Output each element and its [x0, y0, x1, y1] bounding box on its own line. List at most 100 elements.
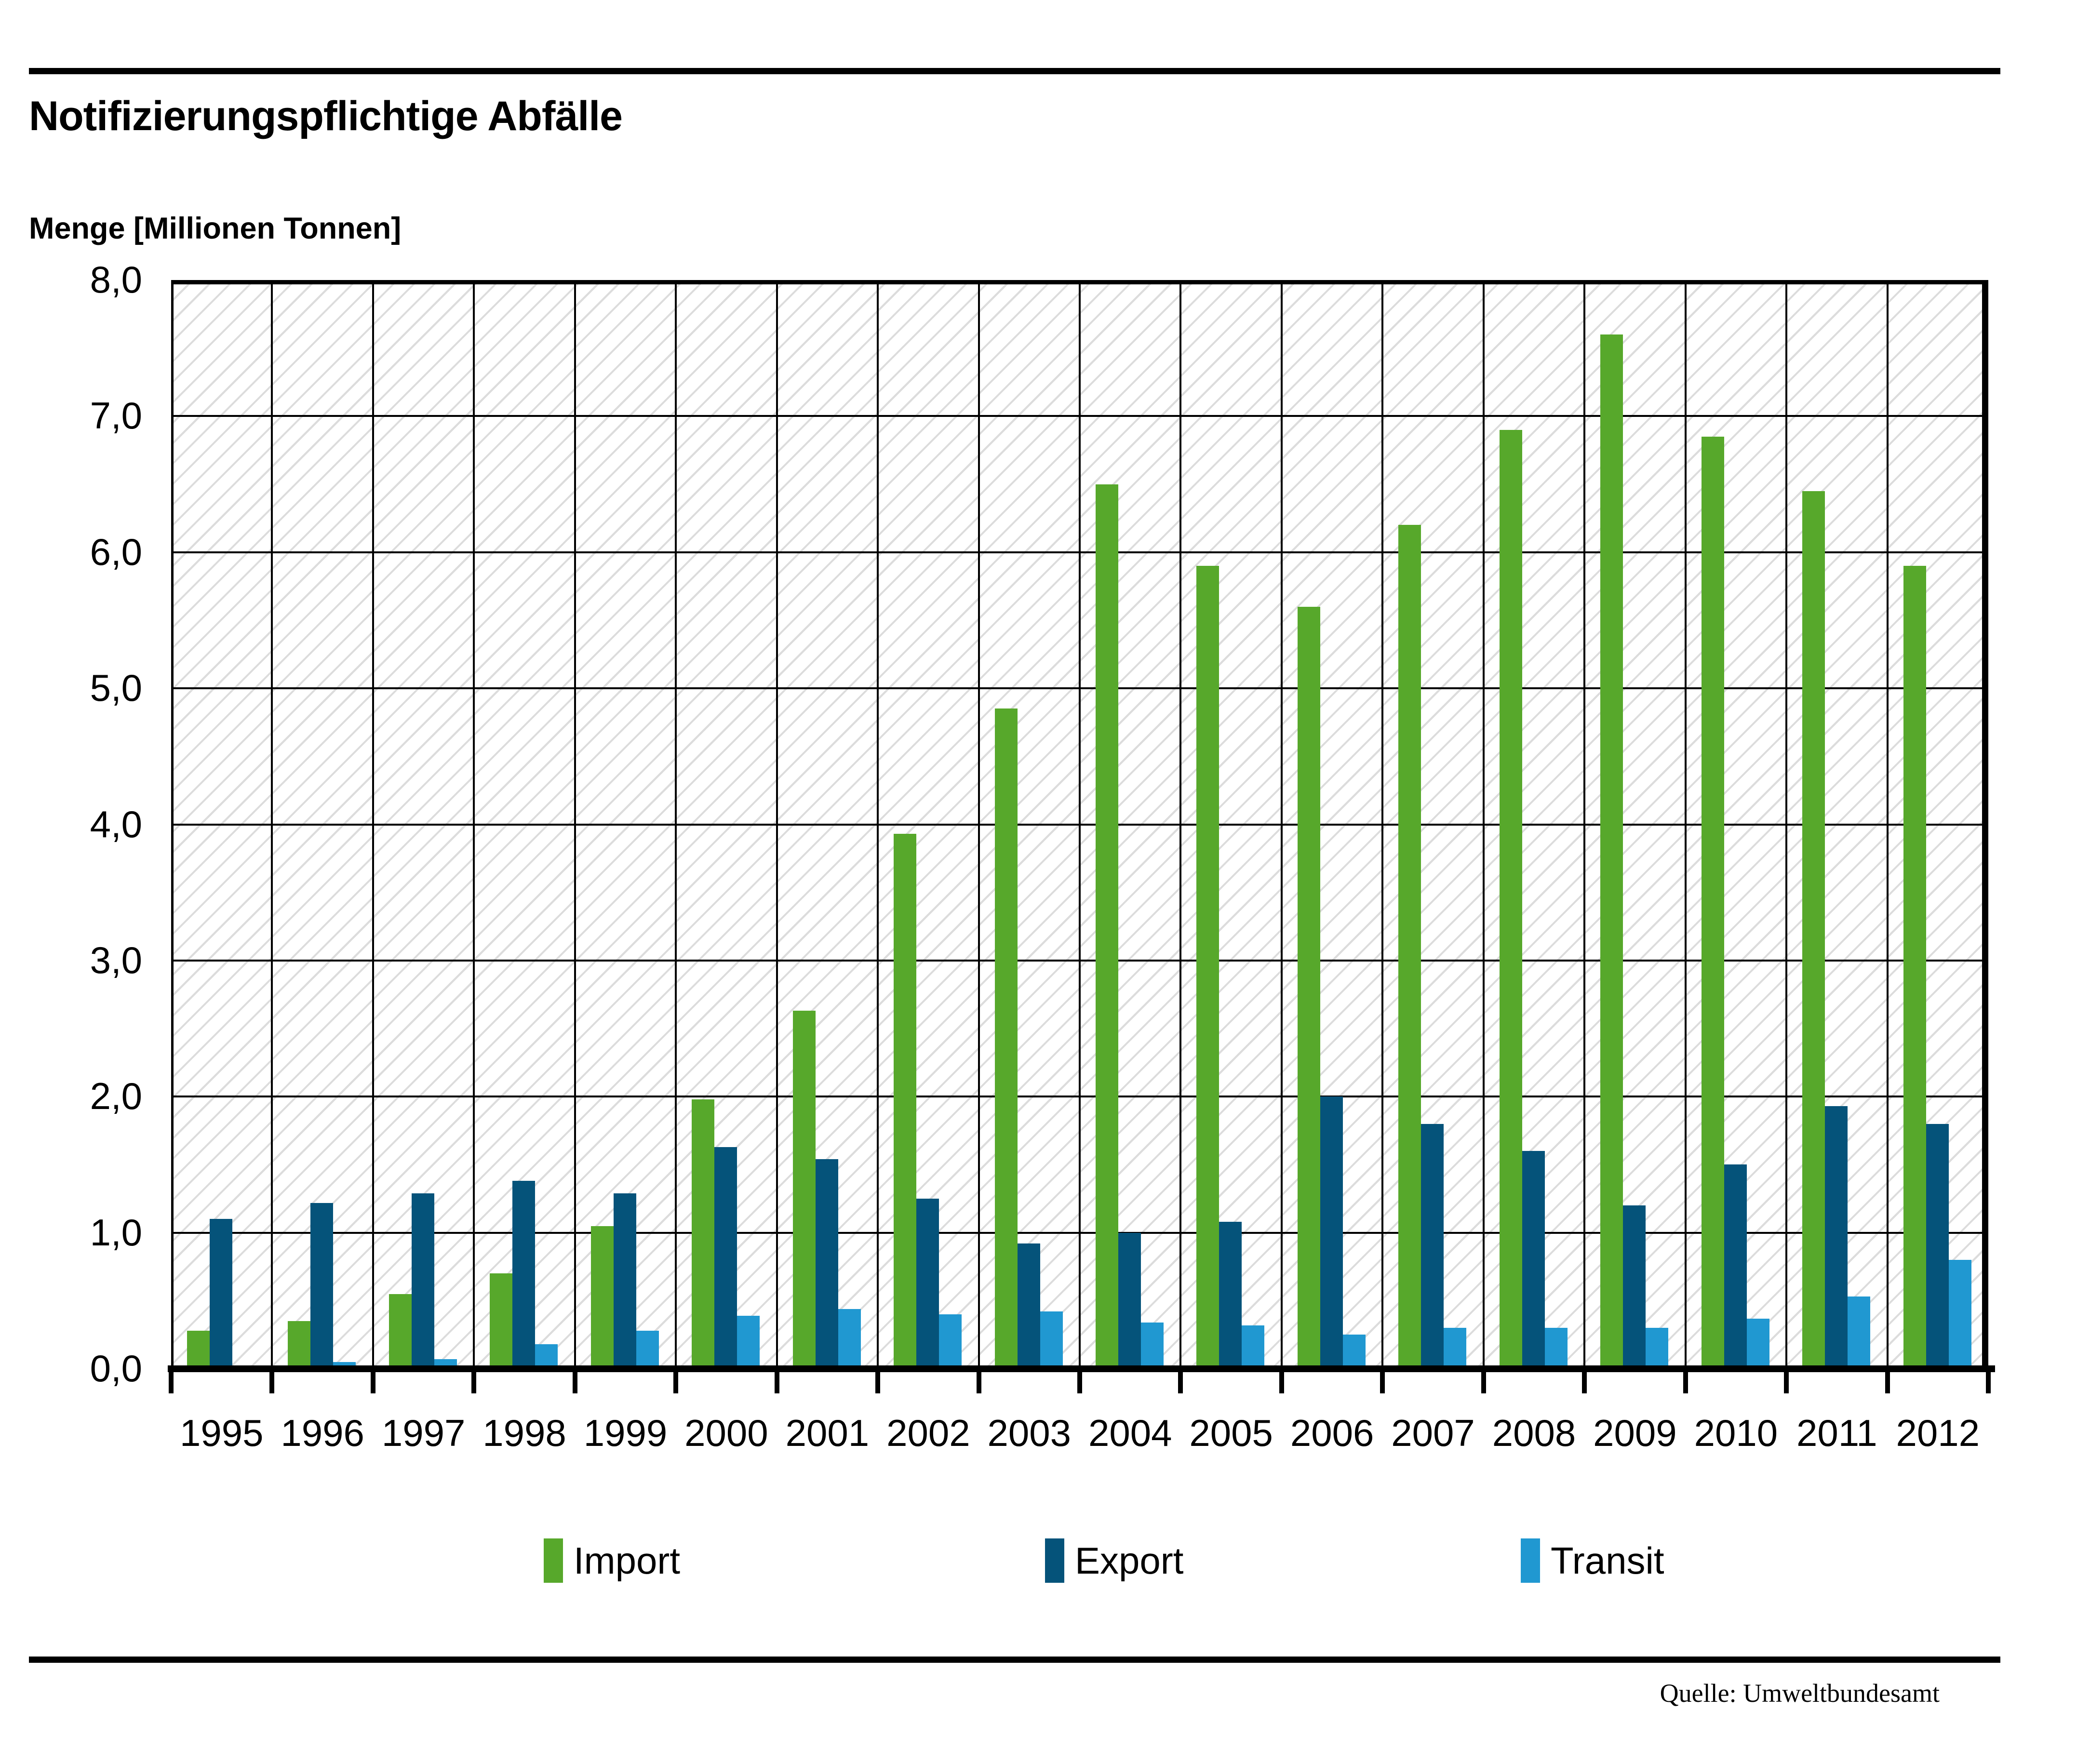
- bar-import-2005: [1196, 566, 1219, 1369]
- bar-export-2007: [1421, 1123, 1444, 1369]
- bar-import-1996: [288, 1321, 311, 1369]
- bar-transit-1999: [636, 1330, 659, 1369]
- bar-transit-2010: [1746, 1318, 1769, 1369]
- bar-import-2011: [1802, 491, 1825, 1369]
- legend-item-transit: Transit: [1521, 1527, 1664, 1594]
- gridline-v-2005: [1179, 280, 1182, 1369]
- y-tick-label-4_0: 4,0: [90, 802, 142, 845]
- x-tick-14: [1582, 1372, 1587, 1393]
- x-tick-label-2005: 2005: [1189, 1412, 1273, 1454]
- y-tick-label-5_0: 5,0: [90, 667, 142, 709]
- x-tick-3: [471, 1372, 477, 1393]
- bar-export-2010: [1724, 1164, 1747, 1369]
- x-tick-label-2010: 2010: [1694, 1412, 1778, 1454]
- x-tick-10: [1178, 1372, 1183, 1393]
- x-tick-1: [269, 1372, 275, 1393]
- bar-export-2004: [1118, 1232, 1141, 1369]
- x-tick-4: [572, 1372, 577, 1393]
- bar-import-2000: [692, 1099, 715, 1369]
- x-tick-label-2001: 2001: [785, 1412, 870, 1454]
- bar-import-1998: [490, 1273, 513, 1369]
- legend-swatch-transit: [1521, 1538, 1540, 1583]
- bar-transit-2009: [1646, 1328, 1669, 1369]
- bar-import-2009: [1600, 334, 1623, 1369]
- bar-export-1998: [512, 1181, 536, 1369]
- plot-area: [168, 280, 1995, 1372]
- bar-import-2006: [1297, 606, 1320, 1369]
- bar-export-2000: [714, 1147, 737, 1369]
- bar-export-2006: [1320, 1096, 1343, 1369]
- bar-export-2009: [1623, 1205, 1646, 1369]
- bar-import-1999: [590, 1226, 614, 1369]
- y-axis-title: Menge [Millionen Tonnen]: [29, 212, 402, 245]
- bar-transit-2001: [838, 1309, 861, 1369]
- bar-transit-2006: [1342, 1335, 1366, 1369]
- y-tick-label-6_0: 6,0: [90, 530, 142, 573]
- bar-export-1995: [210, 1219, 232, 1369]
- bar-transit-2012: [1948, 1260, 1971, 1369]
- legend-label-import: Import: [574, 1539, 681, 1582]
- gridline-v-2007: [1381, 280, 1384, 1369]
- x-tick-0: [169, 1372, 174, 1393]
- bar-transit-2007: [1444, 1328, 1467, 1369]
- bar-export-2011: [1825, 1106, 1848, 1369]
- gridline-v-2009: [1583, 280, 1586, 1369]
- y-tick-label-3_0: 3,0: [90, 938, 142, 981]
- bar-transit-2005: [1242, 1325, 1265, 1369]
- source-note: Quelle: Umweltbundesamt: [1660, 1679, 1940, 1708]
- x-tick-18: [1986, 1372, 1991, 1393]
- bar-transit-1998: [535, 1344, 558, 1369]
- y-tick-label-2_0: 2,0: [90, 1075, 142, 1118]
- x-tick-13: [1481, 1372, 1486, 1393]
- x-tick-8: [976, 1372, 981, 1393]
- bar-export-2012: [1926, 1123, 1949, 1369]
- x-tick-label-1999: 1999: [583, 1412, 668, 1454]
- bar-import-2001: [792, 1011, 816, 1369]
- y-tick-label-8_0: 8,0: [90, 258, 142, 301]
- legend-label-transit: Transit: [1551, 1539, 1664, 1582]
- x-tick-label-2000: 2000: [684, 1412, 768, 1454]
- gridline-v-2011: [1785, 280, 1788, 1369]
- y-tick-label-1_0: 1,0: [90, 1211, 142, 1254]
- bar-import-1997: [389, 1294, 412, 1369]
- x-tick-2: [370, 1372, 375, 1393]
- gridline-v-1998: [473, 280, 475, 1369]
- x-tick-label-1998: 1998: [482, 1412, 566, 1454]
- bar-import-2004: [1096, 484, 1118, 1369]
- bar-export-2001: [815, 1159, 838, 1369]
- x-tick-label-2002: 2002: [886, 1412, 970, 1454]
- top-rule: [29, 68, 2000, 74]
- gridline-v-2006: [1280, 280, 1283, 1369]
- legend-swatch-import: [544, 1538, 563, 1583]
- x-tick-label-2004: 2004: [1088, 1412, 1172, 1454]
- x-tick-12: [1380, 1372, 1385, 1393]
- bar-import-2002: [894, 834, 917, 1369]
- x-tick-label-1997: 1997: [381, 1412, 466, 1454]
- bottom-rule: [29, 1657, 2000, 1663]
- gridline-v-2010: [1684, 280, 1687, 1369]
- bar-import-2007: [1398, 525, 1421, 1369]
- bar-import-2003: [994, 708, 1018, 1369]
- bar-transit-2000: [737, 1315, 760, 1369]
- legend-swatch-export: [1045, 1538, 1064, 1583]
- page-title: Notifizierungspflichtige Abfälle: [29, 93, 623, 139]
- x-tick-label-1995: 1995: [179, 1412, 264, 1454]
- x-tick-label-2007: 2007: [1391, 1412, 1475, 1454]
- x-tick-9: [1077, 1372, 1082, 1393]
- legend: Import Export Transit: [0, 1527, 2077, 1594]
- x-tick-label-2011: 2011: [1796, 1412, 1877, 1454]
- bar-export-2002: [916, 1199, 939, 1369]
- gridline-v-2004: [1079, 280, 1081, 1369]
- gridline-v-2003: [978, 280, 980, 1369]
- x-axis-line: [168, 1365, 1995, 1372]
- y-tick-label-0_0: 0,0: [90, 1347, 142, 1390]
- bar-import-2010: [1701, 436, 1724, 1369]
- x-tick-11: [1279, 1372, 1284, 1393]
- legend-label-export: Export: [1075, 1539, 1184, 1582]
- bar-transit-2011: [1848, 1296, 1871, 1369]
- bar-import-2008: [1499, 429, 1522, 1369]
- bar-export-1997: [411, 1193, 434, 1369]
- gridline-v-1999: [574, 280, 576, 1369]
- bar-transit-2002: [939, 1314, 962, 1369]
- x-tick-7: [875, 1372, 881, 1393]
